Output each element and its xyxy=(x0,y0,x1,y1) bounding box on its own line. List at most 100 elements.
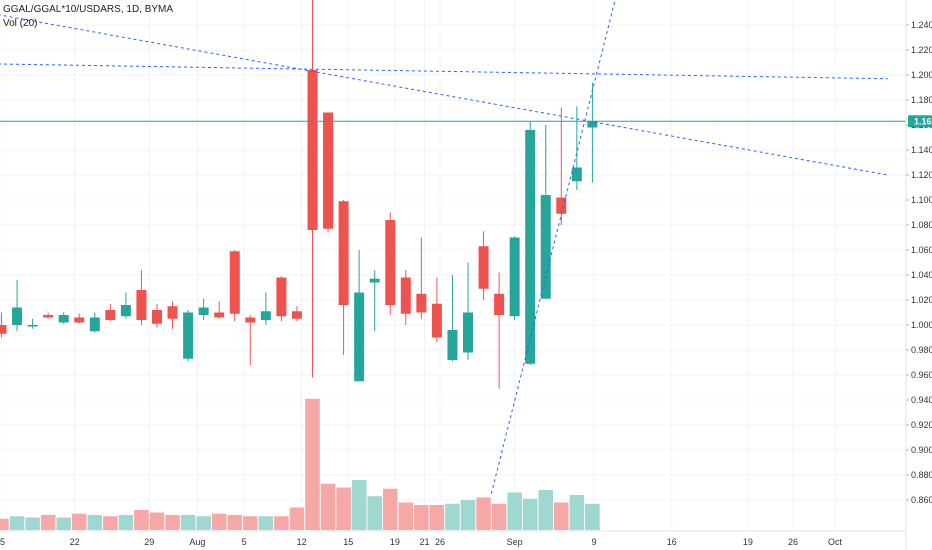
candle[interactable] xyxy=(571,106,582,190)
candle[interactable] xyxy=(338,200,349,355)
price-axis-label: 0.880 xyxy=(911,470,932,480)
volume-bar xyxy=(165,515,180,530)
candle-body xyxy=(587,121,598,128)
candle[interactable] xyxy=(494,272,505,389)
volume-bar xyxy=(56,517,71,530)
time-axis-label: Aug xyxy=(189,537,205,547)
candle-body xyxy=(183,312,194,359)
candle[interactable] xyxy=(431,277,442,343)
candle[interactable] xyxy=(198,298,209,320)
candle[interactable] xyxy=(416,237,427,319)
candle-body xyxy=(245,317,256,323)
symbol-title[interactable]: GGAL/GGAL*10/USDARS, 1D, BYMA xyxy=(3,4,173,15)
candle[interactable] xyxy=(120,292,131,319)
volume-bar xyxy=(320,483,336,530)
candle[interactable] xyxy=(152,303,162,328)
candle[interactable] xyxy=(587,82,598,183)
volume-bar xyxy=(336,487,351,530)
volume-bar xyxy=(538,490,554,530)
candle-body xyxy=(540,195,551,299)
candle[interactable] xyxy=(245,315,256,365)
candle[interactable] xyxy=(183,310,194,362)
candle[interactable] xyxy=(291,306,302,322)
candle-body xyxy=(400,277,411,314)
volume-bar xyxy=(460,500,476,530)
candle[interactable] xyxy=(400,270,411,325)
candle-body xyxy=(58,315,69,323)
price-axis-label: 1.140 xyxy=(911,145,932,155)
price-axis-label: 1.120 xyxy=(911,170,932,180)
time-axis-label: Sep xyxy=(507,537,523,547)
candle[interactable] xyxy=(0,312,7,338)
candle[interactable] xyxy=(43,312,54,319)
time-axis-label: 12 xyxy=(297,537,307,547)
volume-bar xyxy=(367,496,382,530)
last-price-tag: 1.163 xyxy=(908,115,932,128)
candle-body xyxy=(105,310,116,320)
volume-bar xyxy=(196,516,211,530)
trendline[interactable] xyxy=(0,63,888,80)
candle[interactable] xyxy=(136,270,147,325)
candle[interactable] xyxy=(525,121,536,365)
candle[interactable] xyxy=(447,275,458,362)
candle[interactable] xyxy=(354,250,365,382)
price-axis-label: 1.080 xyxy=(911,220,932,230)
volume-bar xyxy=(351,480,367,530)
candle[interactable] xyxy=(478,231,489,300)
candle[interactable] xyxy=(509,236,520,320)
candle[interactable] xyxy=(89,312,100,333)
trendline[interactable] xyxy=(0,13,888,176)
legend: GGAL/GGAL*10/USDARS, 1D, BYMA Vol (20) xyxy=(3,4,173,29)
candle[interactable] xyxy=(276,276,287,322)
candle[interactable] xyxy=(260,292,271,326)
candle-body xyxy=(338,201,349,305)
candle[interactable] xyxy=(12,280,23,332)
candle[interactable] xyxy=(58,312,69,324)
volume-indicator-label[interactable]: Vol (20) xyxy=(3,18,37,29)
candle-body xyxy=(198,307,209,315)
candle[interactable] xyxy=(323,112,334,233)
volume-bar xyxy=(289,507,305,530)
candle[interactable] xyxy=(167,301,178,329)
time-axis[interactable]: 15 22 29 Aug 5 12 15 19 21 26 Sep 9 16 19 26 Oct xyxy=(0,537,842,547)
candle-body xyxy=(478,246,489,289)
trendline[interactable] xyxy=(490,0,616,494)
candle-body xyxy=(276,277,287,317)
candle[interactable] xyxy=(74,313,85,324)
candle-body xyxy=(509,237,520,317)
price-axis[interactable]: 0.860 0.880 0.900 0.920 0.940 0.960 0.980 1.000… xyxy=(906,20,932,505)
candle[interactable] xyxy=(463,262,473,361)
time-axis-label: 9 xyxy=(591,537,596,547)
candle[interactable] xyxy=(540,125,551,299)
candle[interactable] xyxy=(385,212,396,316)
time-axis-label: 19 xyxy=(743,537,753,547)
price-axis-label: 1.060 xyxy=(911,245,932,255)
price-axis-label: 1.040 xyxy=(911,270,932,280)
candle-body xyxy=(136,290,147,320)
volume-bar xyxy=(445,503,460,530)
price-axis-label: 0.920 xyxy=(911,420,932,430)
candle[interactable] xyxy=(369,270,380,332)
candle-body xyxy=(291,311,302,319)
volume-bar xyxy=(134,510,149,530)
volume-bar xyxy=(103,516,118,530)
volume-bar xyxy=(71,513,87,530)
candle-body xyxy=(214,312,225,318)
candle-body xyxy=(12,307,23,325)
candle-body xyxy=(556,197,567,214)
time-axis-label: 19 xyxy=(390,537,400,547)
candle[interactable] xyxy=(307,0,318,378)
last-price-value: 1.163 xyxy=(914,116,932,126)
candle[interactable] xyxy=(229,250,240,322)
candle[interactable] xyxy=(214,301,225,319)
price-axis-label: 0.940 xyxy=(911,395,932,405)
candle[interactable] xyxy=(105,303,116,322)
candle-body xyxy=(27,325,38,327)
price-axis-label: 1.240 xyxy=(911,20,932,30)
time-axis-label: 29 xyxy=(144,537,154,547)
candle[interactable] xyxy=(556,107,567,226)
candle-body xyxy=(323,112,334,229)
candle-body xyxy=(167,306,178,319)
candle[interactable] xyxy=(27,318,38,329)
